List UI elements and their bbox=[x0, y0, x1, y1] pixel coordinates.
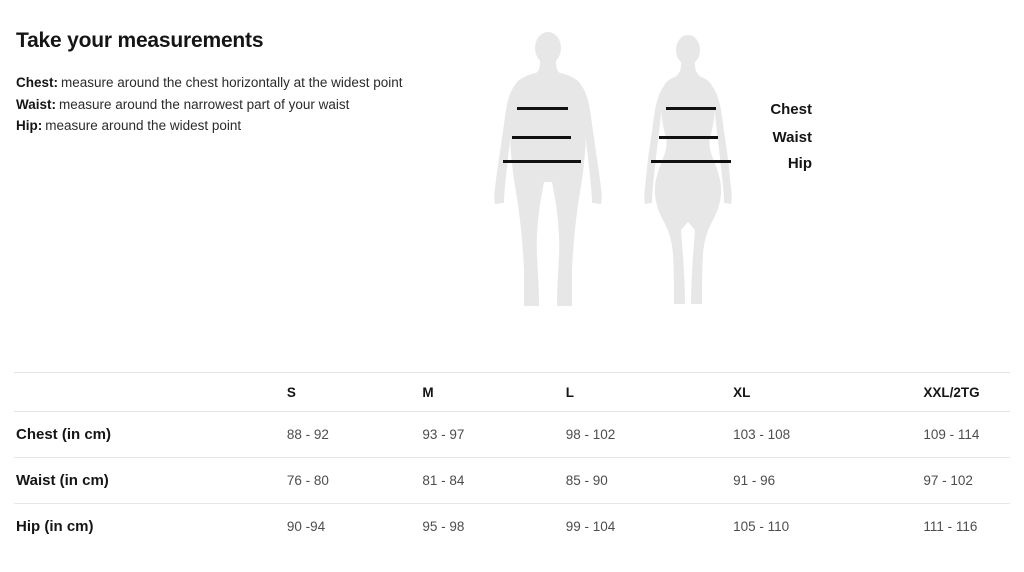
diagram-label-hip: Hip bbox=[787, 155, 812, 172]
size-col-xxl: XXL/2TG bbox=[923, 372, 1010, 412]
hip-l: 99 - 104 bbox=[565, 519, 616, 534]
page-title: Take your measurements bbox=[16, 29, 264, 52]
instruction-hip-text: measure around the widest point bbox=[45, 118, 242, 133]
chest-s: 88 - 92 bbox=[286, 411, 423, 458]
instruction-waist-text: measure around the narrowest part of you… bbox=[59, 96, 350, 112]
male-hip-line bbox=[503, 160, 581, 163]
chest-xl: 103 - 108 bbox=[733, 411, 924, 458]
female-silhouette bbox=[644, 35, 732, 304]
instruction-chest-term: Chest: bbox=[16, 75, 59, 90]
row-label-waist: Waist (in cm) bbox=[14, 457, 287, 504]
waist-xl: 91 - 96 bbox=[733, 457, 924, 504]
male-silhouette bbox=[494, 32, 602, 306]
hip-m: 95 - 98 bbox=[422, 519, 465, 534]
instruction-hip-term: Hip: bbox=[16, 118, 43, 133]
hip-xl: 105 - 110 bbox=[733, 519, 790, 534]
female-waist-line bbox=[659, 136, 718, 139]
diagram-label-chest: Chest bbox=[770, 101, 812, 118]
chest-xxl: 109 - 114 bbox=[923, 411, 1010, 458]
waist-s: 76 - 80 bbox=[286, 457, 423, 504]
waist-xxl: 97 - 102 bbox=[923, 457, 1010, 504]
chest-l: 98 - 102 bbox=[565, 411, 734, 458]
waist-l: 85 - 90 bbox=[565, 457, 734, 504]
hip-s: 90 -94 bbox=[286, 519, 326, 534]
hip-xxl: 111 - 116 bbox=[923, 519, 978, 534]
size-table-header-row: S M L XL XXL/2TG bbox=[14, 372, 1010, 412]
male-waist-line bbox=[512, 136, 571, 139]
chest-m: 93 - 97 bbox=[422, 411, 566, 458]
table-row-waist: Waist (in cm) 76 - 80 81 - 84 85 - 90 91… bbox=[14, 457, 1010, 504]
waist-m: 81 - 84 bbox=[422, 457, 566, 504]
size-col-l: L bbox=[565, 372, 734, 412]
male-chest-line bbox=[517, 107, 568, 110]
row-label-hip: Hip (in cm) bbox=[16, 518, 94, 535]
table-row-hip: Hip (in cm) 90 -94 95 - 98 99 - 104 105 … bbox=[14, 504, 1010, 550]
size-col-empty bbox=[14, 372, 287, 412]
female-chest-line bbox=[666, 107, 716, 110]
instruction-waist: Waist: measure around the narrowest part … bbox=[16, 94, 402, 116]
size-table: S M L XL XXL/2TG Chest (in cm) 88 - 92 9… bbox=[14, 372, 1010, 549]
row-label-chest: Chest (in cm) bbox=[14, 411, 287, 458]
instruction-chest-text: measure around the chest horizontally at… bbox=[61, 75, 403, 90]
size-col-s: S bbox=[286, 372, 423, 412]
measurement-instructions: Chest: measure around the chest horizonta… bbox=[16, 72, 402, 137]
instruction-waist-term: Waist: bbox=[16, 96, 56, 112]
table-row-chest: Chest (in cm) 88 - 92 93 - 97 98 - 102 1… bbox=[14, 411, 1010, 458]
instruction-chest: Chest: measure around the chest horizonta… bbox=[16, 72, 402, 94]
size-col-xl: XL bbox=[733, 372, 924, 412]
diagram-label-waist: Waist bbox=[772, 129, 812, 146]
female-hip-line bbox=[651, 160, 731, 163]
size-col-m: M bbox=[422, 372, 566, 412]
instruction-hip: Hip: measure around the widest point bbox=[16, 115, 402, 137]
